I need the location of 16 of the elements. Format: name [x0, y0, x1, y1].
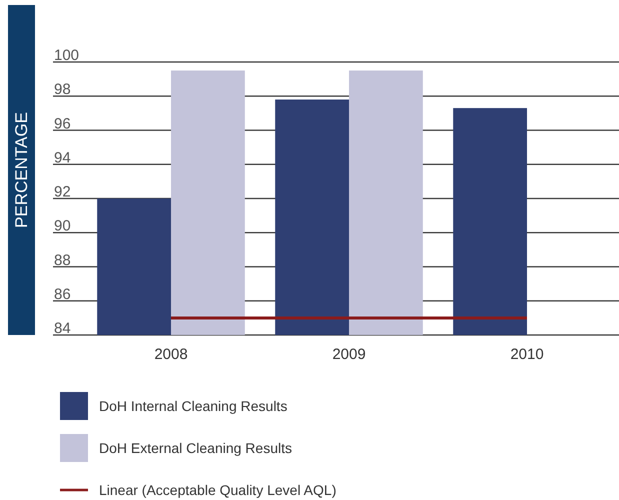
legend-label: DoH External Cleaning Results [99, 440, 292, 456]
x-tick-label: 2010 [510, 346, 544, 363]
legend-label: Linear (Acceptable Quality Level AQL) [99, 482, 336, 498]
y-tick-label: 100 [54, 47, 80, 64]
x-tick-label: 2009 [332, 346, 366, 363]
x-tick-label: 2008 [154, 346, 188, 363]
y-tick-label: 98 [54, 81, 71, 98]
y-tick-label: 90 [54, 218, 71, 235]
y-tick-label: 84 [54, 320, 71, 337]
y-tick-label: 96 [54, 115, 71, 132]
y-tick-label: 86 [54, 286, 71, 303]
legend-label: DoH Internal Cleaning Results [99, 398, 288, 414]
y-tick-label: 94 [54, 149, 71, 166]
y-tick-label: 92 [54, 184, 71, 200]
y-tick-label: 88 [54, 252, 71, 269]
y-axis-title: PERCENTAGE [12, 112, 31, 228]
